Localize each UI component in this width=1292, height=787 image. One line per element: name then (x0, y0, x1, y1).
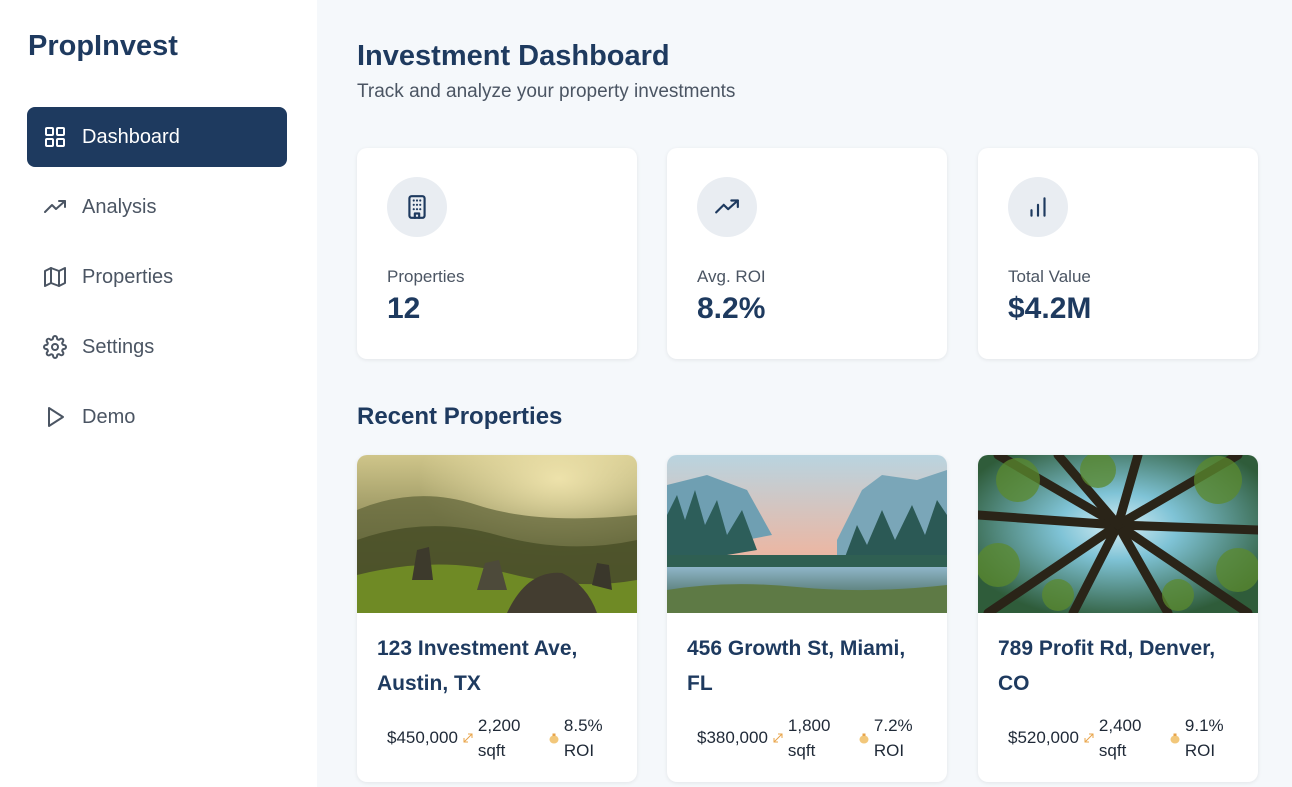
sidebar-item-settings[interactable]: Settings (27, 317, 287, 377)
stat-label: Properties (387, 267, 465, 286)
play-icon (43, 405, 67, 429)
stat-card-total-value: Total Value $4.2M (978, 148, 1258, 359)
money-bag-icon (1169, 732, 1181, 744)
page-subtitle: Track and analyze your property investme… (357, 81, 736, 102)
bar-chart-icon (1008, 177, 1068, 237)
property-card[interactable]: 789 Profit Rd, Denver, CO $520,000 2,400… (978, 455, 1258, 782)
property-price: $450,000 (387, 728, 458, 747)
app-logo[interactable]: PropInvest (28, 30, 178, 62)
property-stats: $520,000 2,400 sqft 9.1% ROI (1008, 713, 1248, 763)
mountain-valley-photo (357, 455, 637, 613)
stat-value: 12 (387, 292, 421, 325)
property-roi: 7.2% ROI (873, 716, 913, 760)
property-address: 456 Growth St, Miami, FL (687, 637, 906, 695)
expand-icon (772, 732, 784, 744)
stat-card-roi: Avg. ROI 8.2% (667, 148, 947, 359)
property-roi: 8.5% ROI (563, 716, 603, 760)
expand-icon (1083, 732, 1095, 744)
property-address: 123 Investment Ave, Austin, TX (377, 637, 578, 695)
trending-up-icon (43, 195, 67, 219)
property-price: $380,000 (697, 728, 768, 747)
section-title: Recent Properties (357, 403, 563, 430)
page-title: Investment Dashboard (357, 40, 670, 72)
sidebar-item-dashboard[interactable]: Dashboard (27, 107, 287, 167)
lake-forest-photo (667, 455, 947, 613)
property-stats: $450,000 2,200 sqft 8.5% ROI (387, 713, 627, 763)
property-stats: $380,000 1,800 sqft 7.2% ROI (697, 713, 937, 763)
property-address: 789 Profit Rd, Denver, CO (998, 637, 1216, 695)
property-roi: 9.1% ROI (1184, 716, 1224, 760)
money-bag-icon (548, 732, 560, 744)
sidebar-item-label: Demo (82, 405, 136, 428)
sidebar-item-label: Settings (82, 335, 155, 358)
property-sqft: 1,800 sqft (787, 716, 831, 760)
property-sqft: 2,200 sqft (477, 716, 521, 760)
stat-value: 8.2% (697, 292, 766, 325)
stat-label: Total Value (1008, 267, 1091, 286)
dashboard-grid-icon (43, 125, 67, 149)
sidebar-item-analysis[interactable]: Analysis (27, 177, 287, 237)
tree-canopy-photo (978, 455, 1258, 613)
stat-card-properties: Properties 12 (357, 148, 637, 359)
property-card[interactable]: 456 Growth St, Miami, FL $380,000 1,800 s… (667, 455, 947, 782)
sidebar-item-label: Properties (82, 265, 174, 288)
property-card[interactable]: 123 Investment Ave, Austin, TX $450,000 … (357, 455, 637, 782)
building-icon (387, 177, 447, 237)
gear-icon (43, 335, 67, 359)
property-price: $520,000 (1008, 728, 1079, 747)
expand-icon (462, 732, 474, 744)
sidebar-item-properties[interactable]: Properties (27, 247, 287, 307)
sidebar-nav: Dashboard Analysis Properties Settings D… (27, 107, 287, 457)
stat-value: $4.2M (1008, 292, 1092, 325)
sidebar-item-demo[interactable]: Demo (27, 387, 287, 447)
map-icon (43, 265, 67, 289)
sidebar-item-label: Dashboard (82, 125, 180, 148)
trending-up-icon (697, 177, 757, 237)
money-bag-icon (858, 732, 870, 744)
sidebar-item-label: Analysis (82, 195, 157, 218)
property-sqft: 2,400 sqft (1098, 716, 1142, 760)
stat-label: Avg. ROI (697, 267, 766, 286)
sidebar: PropInvest Dashboard Analysis Properties… (0, 0, 317, 787)
